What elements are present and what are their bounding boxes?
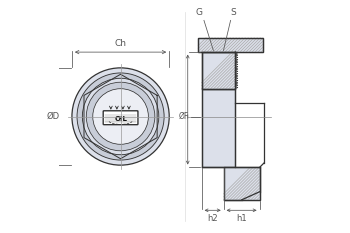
Text: ØF: ØF: [178, 112, 189, 121]
Bar: [224, 168, 260, 200]
Text: G: G: [196, 8, 203, 17]
Circle shape: [72, 68, 169, 165]
Bar: [198, 38, 263, 52]
Text: ØD: ØD: [47, 112, 60, 121]
Circle shape: [86, 82, 155, 151]
FancyBboxPatch shape: [103, 111, 138, 125]
Text: h2: h2: [207, 214, 218, 223]
Circle shape: [93, 89, 148, 144]
Text: OIL: OIL: [114, 116, 127, 122]
Bar: [202, 52, 235, 89]
Text: Ch: Ch: [114, 39, 127, 48]
Bar: [202, 52, 235, 89]
Circle shape: [82, 78, 159, 155]
Bar: [198, 38, 263, 52]
Text: h1: h1: [236, 214, 247, 223]
Bar: [202, 89, 235, 168]
Circle shape: [77, 73, 164, 160]
Bar: [224, 168, 260, 200]
Text: S: S: [230, 8, 236, 17]
